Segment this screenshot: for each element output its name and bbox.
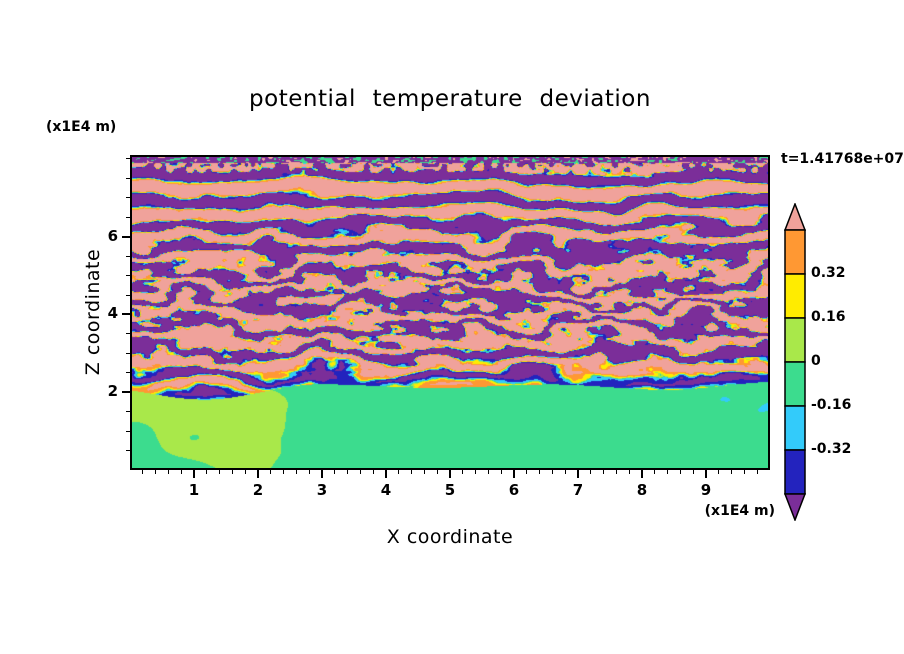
x-minor-tick [551, 470, 553, 474]
x-minor-tick [270, 470, 272, 474]
x-minor-tick [219, 470, 221, 474]
y-tick-label: 4 [107, 304, 118, 323]
y-minor-tick [126, 430, 130, 432]
time-annotation: t=1.41768e+07 [781, 151, 904, 167]
colorbar-band [784, 273, 806, 319]
page-title: potential temperature deviation [249, 86, 651, 112]
y-major-tick [122, 391, 130, 394]
x-minor-tick [462, 470, 464, 474]
x-minor-tick [667, 470, 669, 474]
colorbar-tick-label: -0.16 [811, 397, 852, 413]
x-minor-tick [436, 470, 438, 474]
colorbar-tick-label: 0.32 [811, 265, 846, 281]
x-minor-tick [526, 470, 528, 474]
x-minor-tick [590, 470, 592, 474]
heatmap-canvas [132, 157, 768, 468]
x-minor-tick [334, 470, 336, 474]
x-minor-tick [347, 470, 349, 474]
x-minor-tick [603, 470, 605, 474]
x-tick-label: 7 [572, 481, 584, 499]
y-minor-tick [126, 177, 130, 179]
x-minor-tick [411, 470, 413, 474]
x-minor-tick [142, 470, 144, 474]
colorbar-band [784, 405, 806, 451]
x-minor-tick [423, 470, 425, 474]
colorbar-tick-label: 0 [811, 353, 821, 369]
x-minor-tick [692, 470, 694, 474]
x-minor-tick [283, 470, 285, 474]
plot-area [130, 155, 770, 470]
x-minor-tick [718, 470, 720, 474]
x-minor-tick [615, 470, 617, 474]
y-tick-label: 6 [107, 226, 118, 245]
colorbar-band [784, 229, 806, 275]
x-minor-tick [539, 470, 541, 474]
x-minor-tick [731, 470, 733, 474]
x-minor-tick [206, 470, 208, 474]
x-major-tick [705, 470, 707, 478]
y-minor-tick [126, 352, 130, 354]
x-tick-label: 9 [700, 481, 712, 499]
colorbar-band [784, 449, 806, 495]
x-minor-tick [654, 470, 656, 474]
x-minor-tick [167, 470, 169, 474]
colorbar-band [784, 361, 806, 407]
x-minor-tick [564, 470, 566, 474]
y-minor-tick [126, 372, 130, 374]
colorbar-over-arrow [784, 203, 806, 231]
x-major-tick [449, 470, 451, 478]
y-minor-tick [126, 216, 130, 218]
x-tick-label: 6 [508, 481, 520, 499]
x-minor-tick [475, 470, 477, 474]
y-tick-label: 2 [107, 382, 118, 401]
x-tick-label: 4 [380, 481, 392, 499]
y-minor-tick [126, 255, 130, 257]
y-minor-tick [126, 197, 130, 199]
x-major-tick [577, 470, 579, 478]
colorbar-band [784, 317, 806, 363]
x-minor-tick [679, 470, 681, 474]
y-major-tick [122, 235, 130, 238]
x-minor-tick [398, 470, 400, 474]
x-tick-label: 3 [316, 481, 328, 499]
x-minor-tick [244, 470, 246, 474]
x-minor-tick [743, 470, 745, 474]
x-tick-label: 5 [444, 481, 456, 499]
colorbar-tick-label: -0.32 [811, 441, 852, 457]
x-major-tick [257, 470, 259, 478]
x-minor-tick [500, 470, 502, 474]
x-major-tick [321, 470, 323, 478]
x-minor-tick [487, 470, 489, 474]
x-axis-label: X coordinate [386, 526, 514, 548]
x-minor-tick [756, 470, 758, 474]
x-tick-label: 1 [188, 481, 200, 499]
x-units-label: (x1E4 m) [704, 503, 775, 519]
x-minor-tick [180, 470, 182, 474]
x-minor-tick [295, 470, 297, 474]
x-minor-tick [359, 470, 361, 474]
x-minor-tick [155, 470, 157, 474]
y-minor-tick [126, 275, 130, 277]
x-minor-tick [231, 470, 233, 474]
x-minor-tick [372, 470, 374, 474]
x-major-tick [385, 470, 387, 478]
colorbar [784, 203, 806, 521]
x-major-tick [193, 470, 195, 478]
y-minor-tick [126, 411, 130, 413]
y-major-tick [122, 313, 130, 316]
y-minor-tick [126, 333, 130, 335]
x-minor-tick [628, 470, 630, 474]
colorbar-tick-label: 0.16 [811, 309, 846, 325]
y-minor-tick [126, 294, 130, 296]
y-minor-tick [126, 450, 130, 452]
x-major-tick [513, 470, 515, 478]
x-tick-label: 8 [636, 481, 648, 499]
y-units-label: (x1E4 m) [46, 119, 117, 135]
colorbar-under-arrow [784, 493, 806, 521]
x-major-tick [641, 470, 643, 478]
y-minor-tick [126, 158, 130, 160]
x-tick-label: 2 [252, 481, 264, 499]
x-minor-tick [308, 470, 310, 474]
